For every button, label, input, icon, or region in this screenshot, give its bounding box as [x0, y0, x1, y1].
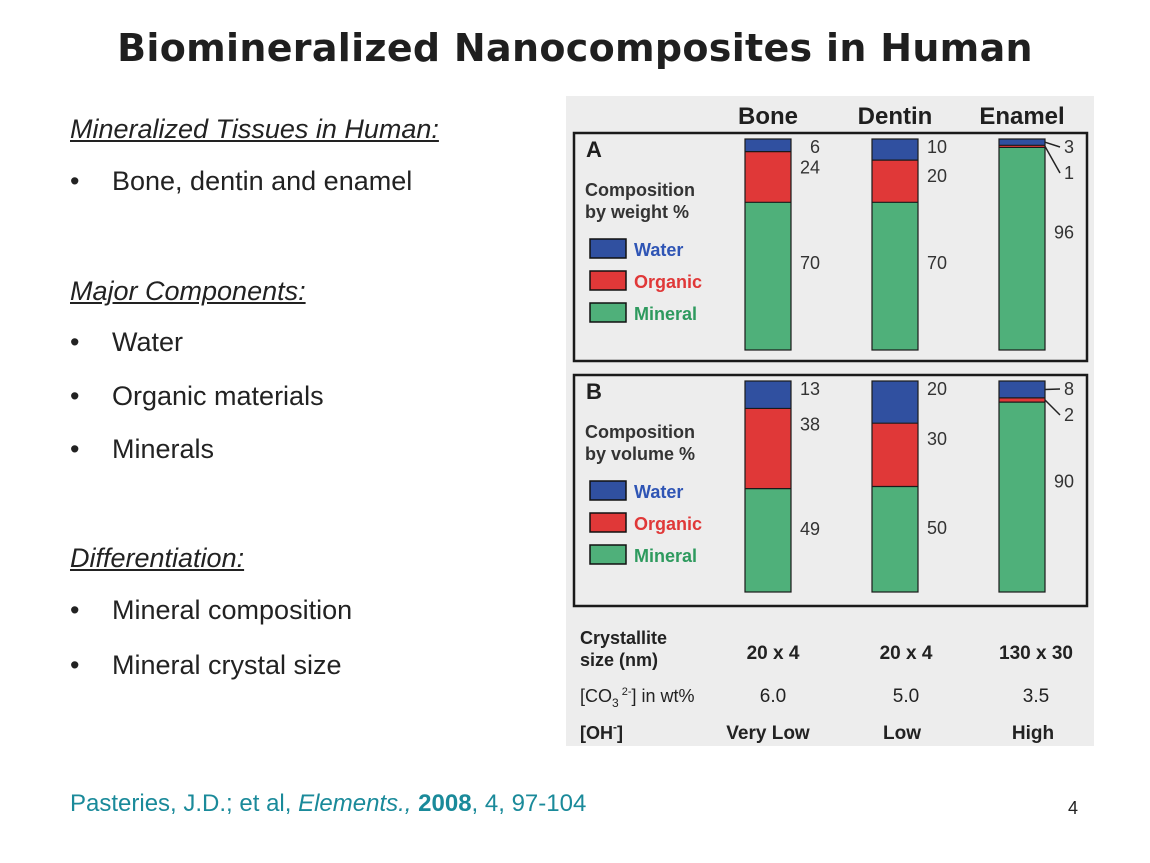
panel-a-legend-label-water: Water [634, 240, 683, 260]
panel-a-bar-enamel-mineral [999, 147, 1045, 350]
panel-b-bar-bone-water [745, 381, 791, 409]
panel-b-title-line-1: by volume % [585, 444, 695, 464]
table-row-2-value-2: High [1012, 723, 1054, 744]
panel-a-title-line-0: Composition [585, 180, 695, 200]
panel-a-leader-enamel-organic [1044, 146, 1061, 174]
panel-a-bar-dentin-organic [872, 160, 918, 203]
panel-b-bar-bone-mineral [745, 488, 791, 592]
bullet-minerals: • Minerals [70, 434, 215, 464]
panel-a-value-enamel-organic: 1 [1064, 163, 1074, 183]
panel-b-legend-swatch-organic [589, 512, 627, 533]
panel-b-frame [572, 373, 1089, 608]
panel-b-bar-bone-organic [745, 408, 791, 489]
panel-b-label: B [586, 379, 602, 404]
panel-b-legend-label-water: Water [634, 482, 683, 502]
panel-b-value-dentin-water: 20 [927, 379, 947, 399]
panel-a-bar-outline-bone [744, 138, 792, 351]
panel-a-legend-swatch-water [589, 238, 627, 259]
panel-b-legend-swatch-mineral [589, 544, 627, 565]
category-label-dentin: Dentin [858, 103, 933, 130]
table-row-1-label: [CO3 2-] in wt% [580, 686, 695, 710]
bullet-crystal-size: • Mineral crystal size [70, 650, 342, 680]
table-row-1-value-0: 6.0 [760, 686, 786, 707]
panel-a-value-bone-water: 6 [810, 137, 820, 157]
panel-b-bar-dentin-mineral [872, 486, 918, 592]
panel-a-legend-label-organic: Organic [634, 272, 702, 292]
panel-b-title-line-0: Composition [585, 422, 695, 442]
panel-b-bar-enamel-mineral [999, 402, 1045, 592]
panel-a-legend-swatch-mineral [589, 302, 627, 323]
section-heading-tissues: Mineralized Tissues in Human: [70, 114, 439, 144]
category-label-bone: Bone [738, 103, 798, 130]
panel-a-bar-bone-water [745, 139, 791, 152]
page-number: 4 [1068, 798, 1079, 818]
panel-a-value-bone-organic: 24 [800, 158, 820, 178]
slide-title: Biomineralized Nanocomposites in Human [117, 26, 1033, 70]
panel-b-bar-dentin-organic [872, 423, 918, 487]
bullet-tissues: • Bone, dentin and enamel [70, 166, 413, 196]
panel-b-bar-outline-enamel [998, 380, 1046, 593]
bullet-composition: • Mineral composition [70, 595, 353, 625]
panel-b-value-dentin-mineral: 50 [927, 518, 947, 538]
section-heading-components: Major Components: [70, 276, 306, 306]
table-row-1-value-2: 3.5 [1023, 686, 1049, 707]
table-row-0-value-2: 130 x 30 [999, 643, 1073, 664]
panel-b-value-bone-organic: 38 [800, 414, 820, 434]
panel-b-leader-enamel-organic [1044, 399, 1061, 416]
panel-b-bar-outline-dentin [871, 380, 919, 593]
panel-b-value-enamel-mineral: 90 [1054, 472, 1074, 492]
panel-a-legend-label-mineral: Mineral [634, 304, 697, 324]
bullet-water: • Water [70, 327, 184, 357]
table-row-0-value-1: 20 x 4 [880, 643, 933, 664]
panel-b-value-bone-water: 13 [800, 379, 820, 399]
panel-b-value-enamel-organic: 2 [1064, 405, 1074, 425]
panel-a-bar-outline-enamel [998, 138, 1046, 351]
table-row-2-label: [OH-] [580, 720, 623, 743]
panel-a-value-enamel-water: 3 [1064, 137, 1074, 157]
panel-a-value-dentin-water: 10 [927, 137, 947, 157]
table-row-0-value-0: 20 x 4 [747, 643, 800, 664]
panel-a-title-line-1: by weight % [585, 202, 689, 222]
section-heading-differentiation: Differentiation: [70, 543, 245, 573]
panel-a-bar-dentin-mineral [872, 202, 918, 350]
bullet-organic: • Organic materials [70, 381, 324, 411]
panel-a-bar-bone-mineral [745, 202, 791, 350]
table-row-0-label-line-1: size (nm) [580, 650, 658, 670]
composition-figure: Bone Dentin Enamel A Composition by weight % W… [566, 96, 1094, 746]
panel-a-value-dentin-mineral: 70 [927, 253, 947, 273]
category-label-enamel: Enamel [979, 103, 1064, 130]
panel-b-legend-label-organic: Organic [634, 514, 702, 534]
panel-a-value-dentin-organic: 20 [927, 166, 947, 186]
panel-a-frame [572, 131, 1089, 363]
citation: Pasteries, J.D.; et al, Elements., 2008,… [70, 790, 587, 817]
panel-b-value-bone-mineral: 49 [800, 519, 820, 539]
table-row-0-label-line-0: Crystallite [580, 628, 667, 648]
panel-a-bar-enamel-water [999, 139, 1045, 146]
panel-b-bar-enamel-water [999, 381, 1045, 398]
panel-b-bar-dentin-water [872, 381, 918, 424]
panel-b-value-enamel-water: 8 [1064, 379, 1074, 399]
panel-b-bar-enamel-organic [999, 397, 1045, 403]
panel-b-value-dentin-organic: 30 [927, 429, 947, 449]
panel-b-legend-swatch-water [589, 480, 627, 501]
panel-a-value-enamel-mineral: 96 [1054, 223, 1074, 243]
table-row-2-value-0: Very Low [726, 723, 810, 744]
panel-b-legend-label-mineral: Mineral [634, 546, 697, 566]
panel-a-bar-dentin-water [872, 139, 918, 161]
panel-b-bar-outline-bone [744, 380, 792, 593]
table-row-2-value-1: Low [883, 723, 921, 744]
panel-a-bar-bone-organic [745, 151, 791, 203]
panel-a-leader-enamel-water [1044, 141, 1061, 148]
table-row-1-value-1: 5.0 [893, 686, 919, 707]
panel-a-bar-outline-dentin [871, 138, 919, 351]
panel-a-bar-enamel-organic [999, 145, 1045, 148]
panel-a-value-bone-mineral: 70 [800, 253, 820, 273]
panel-a-label: A [586, 137, 602, 162]
panel-a-legend-swatch-organic [589, 270, 627, 291]
